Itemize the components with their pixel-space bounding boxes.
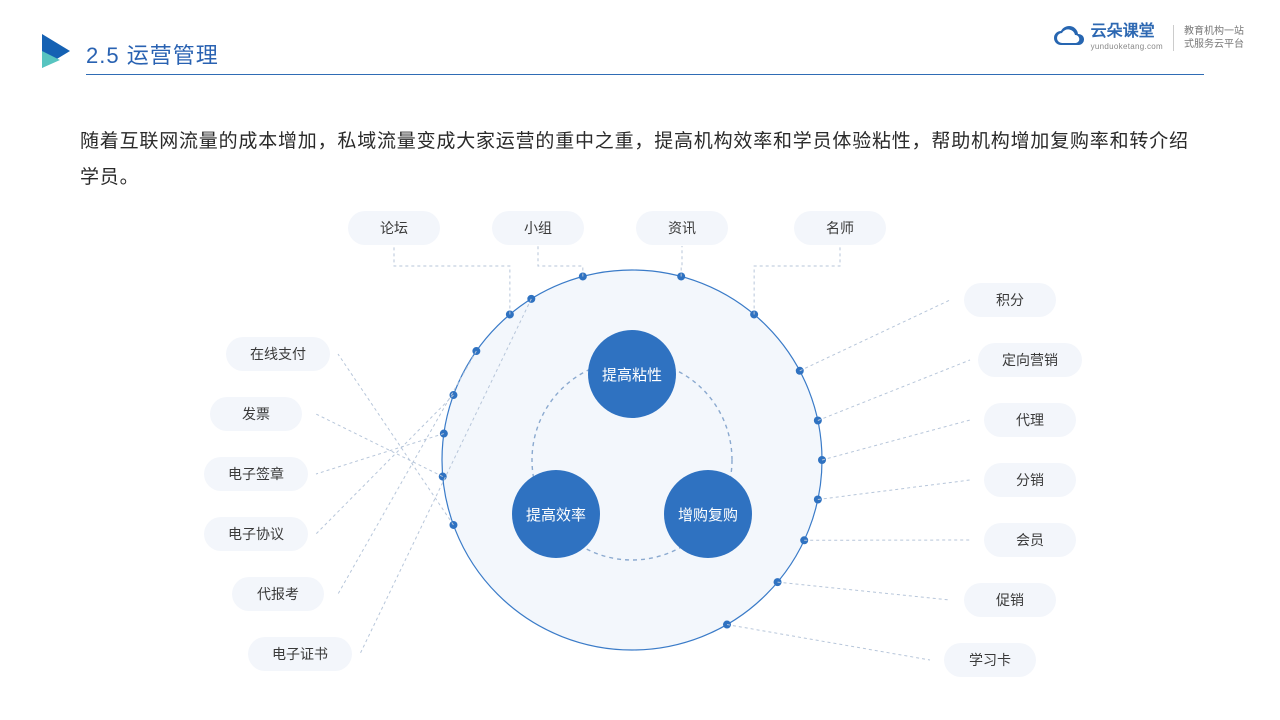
section-number: 2.5 [86,43,120,68]
pill-left-5: 电子证书 [248,637,352,671]
header-triangle-icon [38,32,76,70]
pill-right-4: 会员 [984,523,1076,557]
hub-efficiency: 提高效率 [512,470,600,558]
hub-repurchase: 增购复购 [664,470,752,558]
operations-radial-diagram: 论坛 小组 资讯 名师在线支付发票电子签章电子协议代报考电子证书 积分定向营销代理分销会… [0,200,1280,720]
section-name: 运营管理 [127,43,219,68]
logo-domain-text: yunduoketang.com [1091,42,1163,51]
pill-left-4: 代报考 [232,577,324,611]
pill-right-1: 定向营销 [978,343,1082,377]
brand-logo: 云朵课堂 yunduoketang.com 教育机构一站 式服务云平台 [1051,24,1244,51]
header-rule [86,74,1204,75]
hub-sticky: 提高粘性 [588,330,676,418]
logo-tagline: 教育机构一站 式服务云平台 [1184,25,1244,51]
pill-right-6: 学习卡 [944,643,1036,677]
pill-right-2: 代理 [984,403,1076,437]
pill-left-0: 在线支付 [226,337,330,371]
pill-left-2: 电子签章 [204,457,308,491]
pill-right-5: 促销 [964,583,1056,617]
section-title: 2.5 运营管理 [86,38,219,70]
intro-paragraph: 随着互联网流量的成本增加，私域流量变成大家运营的重中之重，提高机构效率和学员体验… [80,124,1200,196]
pill-top-2: 资讯 [636,211,728,245]
pill-top-3: 名师 [794,211,886,245]
pill-right-0: 积分 [964,283,1056,317]
pill-left-3: 电子协议 [204,517,308,551]
logo-brand-text: 云朵课堂 [1091,24,1163,40]
pill-right-3: 分销 [984,463,1076,497]
pill-top-0: 论坛 [348,211,440,245]
pill-left-1: 发票 [210,397,302,431]
pill-top-1: 小组 [492,211,584,245]
logo-separator [1173,25,1174,51]
cloud-icon [1051,26,1085,50]
